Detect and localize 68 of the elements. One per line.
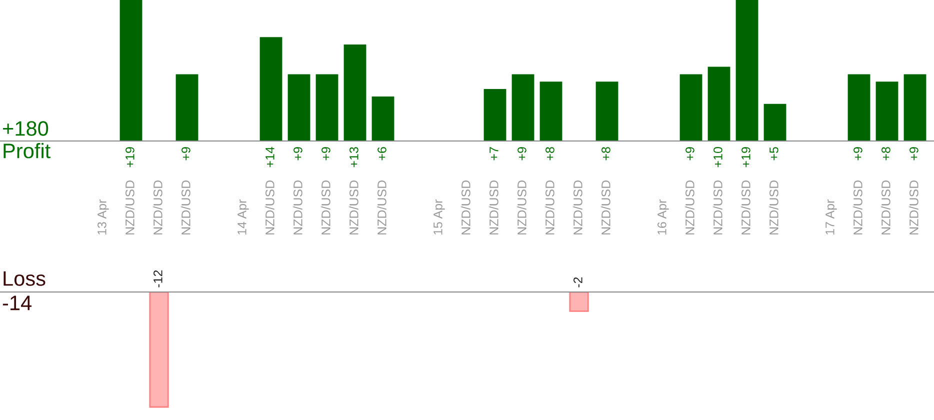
data-label: +19: [126, 147, 134, 168]
x-tick-label: 15 Apr: [434, 200, 445, 234]
data-label: +5: [770, 147, 778, 160]
x-tick-label: 16 Apr: [658, 200, 669, 234]
bar: [288, 74, 310, 141]
x-tick-label: 14 Apr: [238, 200, 249, 234]
x-tick-label: NZD/USD: [545, 180, 554, 234]
bar: [596, 82, 618, 141]
x-tick-label: NZD/USD: [769, 180, 778, 234]
bar: [316, 74, 338, 141]
data-label: +6: [378, 147, 386, 160]
text: -14: [2, 296, 32, 310]
x-tick-label: NZD/USD: [881, 180, 890, 234]
data-label: -2: [574, 277, 582, 288]
x-tick-label: NZD/USD: [293, 180, 302, 234]
bar: [680, 74, 702, 141]
bar: [260, 37, 282, 141]
data-label: +10: [714, 147, 722, 168]
x-tick-label: NZD/USD: [265, 180, 274, 234]
bar: [708, 66, 730, 141]
x-tick-label: NZD/USD: [125, 180, 134, 234]
x-tick-label: NZD/USD: [153, 180, 162, 234]
bar: [848, 74, 870, 141]
bar: [876, 82, 898, 141]
bar: [176, 74, 198, 141]
data-label: +9: [294, 147, 302, 160]
data-label: +19: [742, 147, 750, 168]
data-label: +14: [266, 146, 274, 168]
bar: [540, 82, 562, 141]
data-label: +9: [182, 147, 190, 160]
x-tick-label: NZD/USD: [601, 180, 610, 234]
data-label: +13: [350, 147, 358, 168]
x-tick-label: 17 Apr: [826, 200, 837, 234]
bar: [512, 74, 534, 141]
text: +180: [3, 121, 48, 136]
data-label: +8: [882, 147, 890, 160]
data-label: +9: [518, 147, 526, 160]
x-tick-label: NZD/USD: [853, 180, 862, 234]
bar: [484, 89, 506, 141]
bar: [736, 0, 758, 141]
x-tick-label: NZD/USD: [909, 180, 918, 234]
bar: [344, 44, 366, 141]
x-tick-label: 13 Apr: [98, 200, 109, 234]
data-label: +9: [322, 147, 330, 160]
data-label: +9: [910, 147, 918, 160]
x-tick-label: NZD/USD: [349, 180, 358, 234]
bar: [120, 0, 142, 141]
x-tick-label: NZD/USD: [741, 180, 750, 234]
x-tick-label: NZD/USD: [489, 180, 498, 234]
data-label: +9: [686, 147, 694, 160]
bar: [764, 104, 786, 141]
x-tick-label: NZD/USD: [377, 180, 386, 234]
y-axis-title: Loss: [4, 271, 46, 286]
x-tick-label: NZD/USD: [181, 180, 190, 234]
bar: [372, 96, 394, 141]
x-tick-label: NZD/USD: [713, 180, 722, 234]
data-label: -12: [154, 270, 162, 288]
x-tick-label: NZD/USD: [685, 180, 694, 234]
x-tick-label: NZD/USD: [517, 180, 526, 234]
x-tick-label: NZD/USD: [321, 180, 330, 234]
x-tick-label: NZD/USD: [573, 180, 582, 234]
data-label: +7: [490, 147, 498, 160]
x-tick-label: NZD/USD: [461, 180, 470, 234]
data-label: +9: [854, 147, 862, 160]
bar: [904, 74, 926, 141]
y-axis-title: Profit: [4, 143, 50, 158]
data-label: +8: [546, 147, 554, 160]
data-label: +8: [602, 147, 610, 160]
